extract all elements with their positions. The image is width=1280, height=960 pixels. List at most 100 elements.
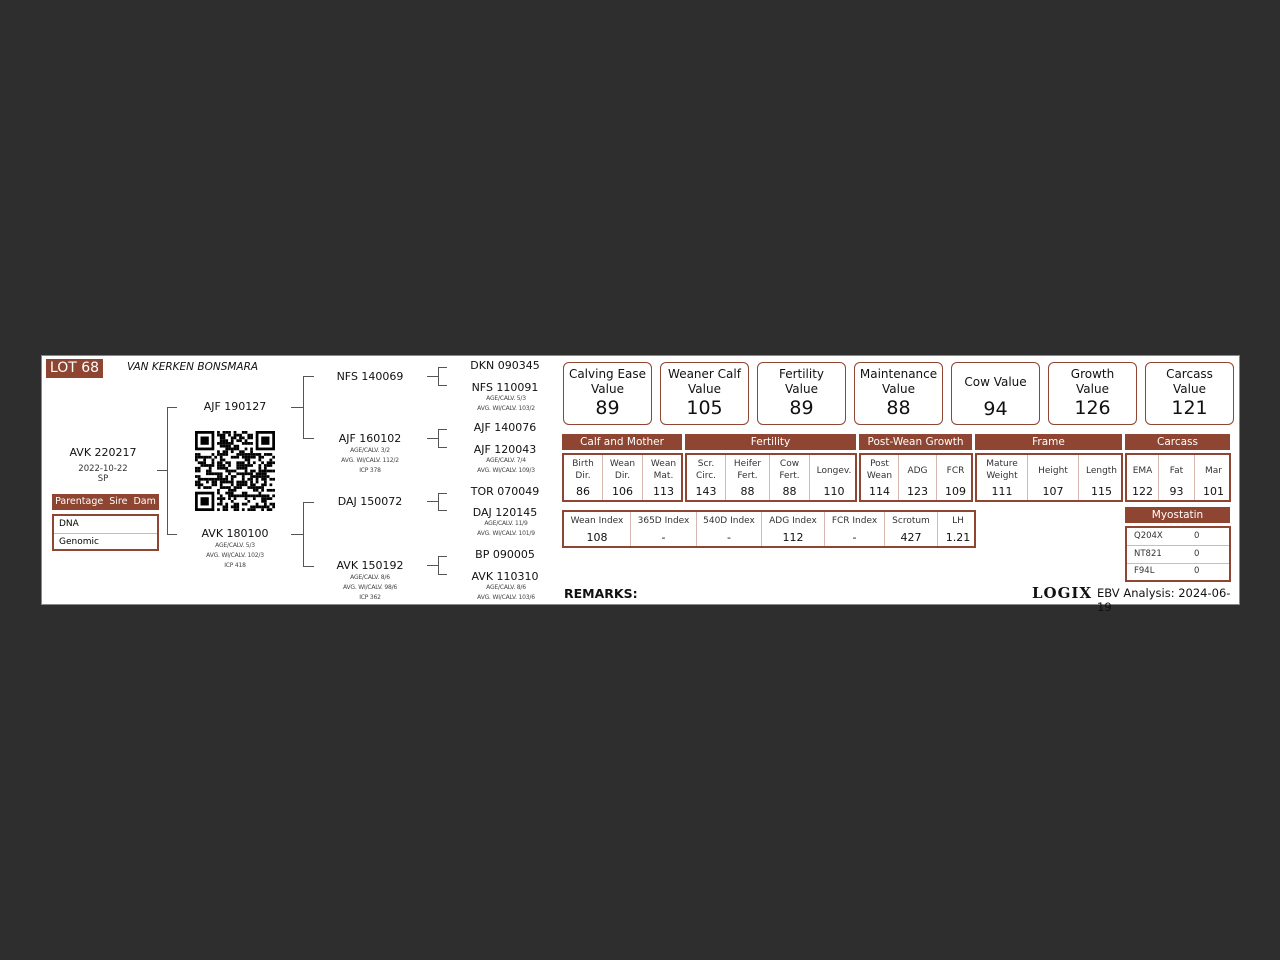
dam-id: AVK 180100 <box>201 527 269 540</box>
pedigree-line <box>291 407 303 408</box>
group-header: Calf and Mother <box>562 434 682 450</box>
index-value: - <box>852 531 857 544</box>
parentage-genomic: Genomic <box>59 537 99 547</box>
trait-value: 110 <box>823 485 845 498</box>
trait-label-line: Wean <box>650 459 677 469</box>
trait-cell: Fat 93 <box>1159 455 1195 500</box>
value-box: Maintenance Value 88 <box>854 362 943 425</box>
value-box-label: Calving Ease Value <box>564 367 651 397</box>
grandparent-detail: ICP 362 <box>359 594 381 601</box>
myostatin-value: 0 <box>1194 566 1200 576</box>
value-box-label-line: Value <box>1076 382 1109 396</box>
great-grandparent-id: AVK 110310 <box>471 570 539 583</box>
trait-cell: Mar 101 <box>1195 455 1232 500</box>
value-box-label-line: Value <box>591 382 624 396</box>
trait-label: Mature Weight <box>977 458 1027 482</box>
pedigree-line <box>427 565 438 566</box>
value-box-label-line: Value <box>688 382 721 396</box>
ebv-analysis-date: EBV Analysis: 2024-06-19 <box>1097 586 1231 614</box>
trait-value: 113 <box>653 485 674 498</box>
trait-label-line: Fert. <box>779 471 800 481</box>
great-grandparent-id: AJF 120043 <box>473 443 537 456</box>
group-header: Frame <box>975 434 1122 450</box>
trait-cell: Heifer Fert. 88 <box>726 455 770 500</box>
trait-value: 86 <box>576 485 590 498</box>
grandparent-detail: AGE/CALV. 3/2 <box>350 447 390 454</box>
pedigree-line <box>303 376 314 377</box>
value-box: Growth Value 126 <box>1048 362 1137 425</box>
myostatin-label: Q204X <box>1134 531 1163 541</box>
value-box: Weaner Calf Value 105 <box>660 362 749 425</box>
value-box-label: Carcass Value <box>1146 367 1233 397</box>
value-box-label-line: Growth <box>1070 367 1115 381</box>
great-grandparent-detail: AVG. WI/CALV. 103/6 <box>477 594 535 601</box>
great-grandparent-id: NFS 110091 <box>471 381 539 394</box>
pedigree-line <box>438 493 439 510</box>
pedigree-line <box>303 438 314 439</box>
pedigree-line <box>167 407 168 534</box>
great-grandparent-id: BP 090005 <box>475 548 535 561</box>
pedigree-line <box>167 407 177 408</box>
trait-table: Mature Weight 111 Height 107 Length 115 <box>975 453 1123 502</box>
lot-card: LOT 68 VAN KERKEN BONSMARA AVK 220217 20… <box>41 355 1240 614</box>
trait-label-line: EMA <box>1132 466 1153 476</box>
value-box: Fertility Value 89 <box>757 362 846 425</box>
trait-cell: Birth Dir. 86 <box>564 455 603 500</box>
pedigree-line <box>438 556 439 574</box>
value-box-label-line: Weaner Calf <box>668 367 741 381</box>
value-box: Cow Value 94 <box>951 362 1040 425</box>
sire-id: AJF 190127 <box>203 400 267 413</box>
pedigree-line <box>438 367 447 368</box>
trait-table: EMA 122 Fat 93 Mar 101 <box>1125 453 1231 502</box>
parentage-dna: DNA <box>54 516 157 534</box>
index-cell: 365D Index - <box>631 512 697 546</box>
myostatin-value: 0 <box>1194 531 1200 541</box>
index-value: 112 <box>782 531 804 544</box>
trait-cell: Post Wean 114 <box>861 455 899 500</box>
index-label: 540D Index <box>703 516 755 526</box>
great-grandparent-detail: AGE/CALV. 5/3 <box>486 395 526 402</box>
value-box-label-line: Calving Ease <box>568 367 647 381</box>
index-value: - <box>661 531 666 544</box>
myostatin-header: Myostatin <box>1125 507 1230 523</box>
trait-label-line: Cow <box>779 459 800 469</box>
trait-label-line: Scr. <box>697 459 715 469</box>
trait-label-line: Dir. <box>575 471 591 481</box>
pedigree-line <box>303 376 304 438</box>
trait-value: 122 <box>1132 485 1153 498</box>
index-label: ADG Index <box>769 516 817 526</box>
grandparent-detail: AVG. WI/CALV. 112/2 <box>341 457 399 464</box>
value-box-label-line: Fertility <box>778 367 825 381</box>
value-box-label: Weaner Calf Value <box>661 367 748 397</box>
value-box-label-line: Carcass <box>1166 367 1213 381</box>
trait-value: 93 <box>1169 485 1184 498</box>
trait-value: 143 <box>695 485 717 498</box>
index-table: Wean Index 108 365D Index - 540D Index - ADG I… <box>562 510 976 548</box>
trait-label-line: Birth <box>572 459 594 469</box>
trait-label-line: Wean <box>609 459 636 469</box>
great-grandparent-id: TOR 070049 <box>470 485 540 498</box>
index-cell: ADG Index 112 <box>762 512 825 546</box>
grandparent-id: AJF 160102 <box>338 432 402 445</box>
value-box-label: Cow Value <box>952 375 1039 390</box>
trait-label: Height <box>1028 465 1078 477</box>
trait-label-line: Weight <box>986 471 1018 481</box>
trait-value: 101 <box>1203 485 1224 498</box>
trait-label: Fat <box>1159 465 1194 477</box>
great-grandparent-detail: AVG. WI/CALV. 101/9 <box>477 530 535 537</box>
pedigree-line <box>427 376 438 377</box>
great-grandparent-detail: AGE/CALV. 7/4 <box>486 457 526 464</box>
group-header: Post-Wean Growth <box>859 434 972 450</box>
value-box-label: Growth Value <box>1049 367 1136 397</box>
trait-label: Wean Dir. <box>603 458 642 482</box>
trait-label: Mar <box>1195 465 1232 477</box>
myostatin-value: 0 <box>1194 548 1200 559</box>
pedigree-line <box>438 556 447 557</box>
pedigree-line <box>438 493 447 494</box>
trait-label: FCR <box>937 465 974 477</box>
group-header: Fertility <box>685 434 856 450</box>
index-cell: Scrotum 427 <box>885 512 938 546</box>
value-box-value: 89 <box>595 397 620 419</box>
animal-date: 2022-10-22 <box>78 464 128 474</box>
dam-detail: AVG. WI/CALV. 102/3 <box>206 552 264 559</box>
